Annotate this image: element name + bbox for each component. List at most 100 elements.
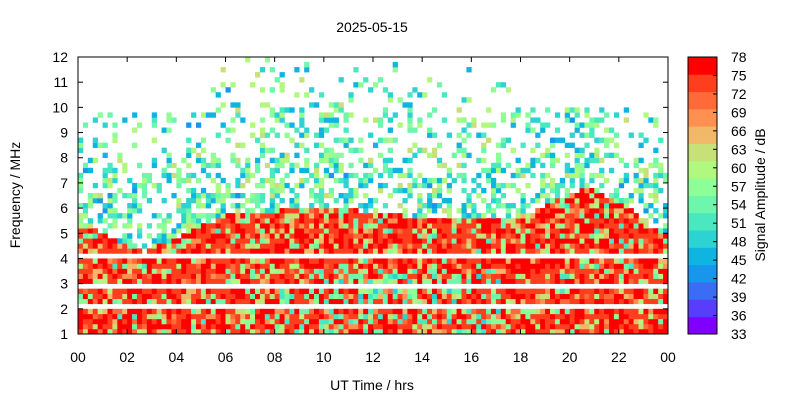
heatmap-cell [427, 238, 433, 244]
heatmap-cell [289, 107, 295, 113]
heatmap-cell [574, 228, 580, 234]
heatmap-cell [117, 293, 123, 300]
heatmap-cell [604, 213, 610, 219]
heatmap-cell [461, 238, 467, 244]
heatmap-cell [417, 172, 423, 179]
heatmap-cell [500, 82, 507, 88]
heatmap-cell [525, 258, 531, 264]
heatmap-cell [294, 293, 300, 300]
heatmap-cell [274, 268, 280, 274]
heatmap-cell [559, 288, 566, 295]
heatmap-cell [461, 233, 467, 239]
heatmap-cell [117, 273, 123, 279]
heatmap-cell [245, 268, 251, 274]
heatmap-cell [456, 328, 462, 335]
heatmap-cell [196, 223, 202, 229]
heatmap-cell [250, 328, 256, 335]
heatmap-cell [638, 233, 644, 239]
heatmap-cell [220, 293, 226, 300]
heatmap-cell [377, 328, 384, 335]
heatmap-cell [525, 162, 531, 169]
heatmap-cell [363, 268, 369, 274]
heatmap-cell [186, 258, 192, 264]
heatmap-cell [476, 263, 482, 269]
colorbar-tick-label: 33 [731, 326, 747, 342]
heatmap-cell [564, 117, 570, 123]
heatmap-cell [314, 177, 320, 184]
heatmap-cell [550, 187, 556, 194]
heatmap-cell [397, 213, 403, 219]
heatmap-cell [191, 112, 197, 118]
heatmap-cell [407, 288, 413, 295]
heatmap-cell [559, 328, 566, 335]
heatmap-cell [166, 117, 172, 123]
heatmap-cell [323, 293, 330, 300]
heatmap-cell [569, 248, 575, 254]
heatmap-cell [658, 298, 664, 305]
heatmap-cell [653, 308, 659, 315]
heatmap-cell [343, 223, 349, 229]
heatmap-cell [535, 142, 541, 148]
heatmap-cell [338, 152, 344, 159]
heatmap-cell [589, 243, 595, 249]
heatmap-cell [309, 263, 315, 269]
heatmap-cell [540, 313, 546, 320]
heatmap-cell [210, 258, 216, 264]
heatmap-cell [299, 298, 305, 305]
heatmap-cell [132, 298, 138, 305]
heatmap-cell [461, 162, 467, 169]
heatmap-cell [648, 233, 654, 239]
y-tick-label: 3 [60, 276, 68, 292]
heatmap-cell [107, 198, 113, 204]
heatmap-cell [215, 157, 221, 164]
heatmap-cell [579, 198, 585, 204]
heatmap-cell [446, 233, 452, 239]
heatmap-cell [151, 117, 157, 123]
heatmap-cell [259, 278, 266, 284]
heatmap-cell [210, 278, 216, 284]
heatmap-cell [245, 208, 251, 214]
heatmap-cell [648, 293, 654, 300]
heatmap-cell [269, 187, 275, 194]
heatmap-cell [166, 273, 172, 279]
heatmap-cell [318, 238, 325, 244]
heatmap-cell [638, 328, 644, 335]
heatmap-cell [456, 228, 462, 234]
heatmap-cell [156, 288, 162, 295]
heatmap-cell [314, 192, 320, 199]
heatmap-cell [166, 328, 172, 335]
heatmap-cell [358, 147, 364, 153]
heatmap-cell [613, 323, 620, 330]
heatmap-cell [481, 122, 487, 128]
heatmap-cell [397, 167, 403, 174]
heatmap-cell [363, 308, 369, 315]
heatmap-cell [589, 228, 595, 234]
heatmap-cell [151, 273, 157, 279]
heatmap-cell [210, 293, 216, 300]
heatmap-cell [87, 273, 94, 279]
heatmap-cell [289, 278, 295, 284]
heatmap-cell [146, 263, 153, 269]
heatmap-cell [240, 293, 246, 300]
heatmap-cell [491, 328, 497, 335]
heatmap-cell [186, 147, 192, 153]
heatmap-cell [220, 177, 226, 184]
heatmap-cell [373, 308, 379, 315]
heatmap-cell [491, 122, 497, 128]
heatmap-cell [343, 233, 349, 239]
heatmap-cell [466, 97, 472, 103]
heatmap-cell [609, 318, 615, 325]
heatmap-cell [432, 192, 438, 199]
heatmap-cell [432, 228, 438, 234]
heatmap-cell [387, 92, 393, 98]
heatmap-cell [146, 328, 153, 335]
heatmap-cell [78, 328, 84, 335]
heatmap-cell [466, 198, 472, 204]
heatmap-cell [112, 177, 118, 184]
heatmap-cell [525, 233, 531, 239]
heatmap-cell [491, 213, 497, 219]
heatmap-cell [363, 192, 369, 199]
heatmap-cell [368, 288, 374, 295]
heatmap-cell [530, 107, 536, 113]
heatmap-cell [220, 208, 226, 214]
